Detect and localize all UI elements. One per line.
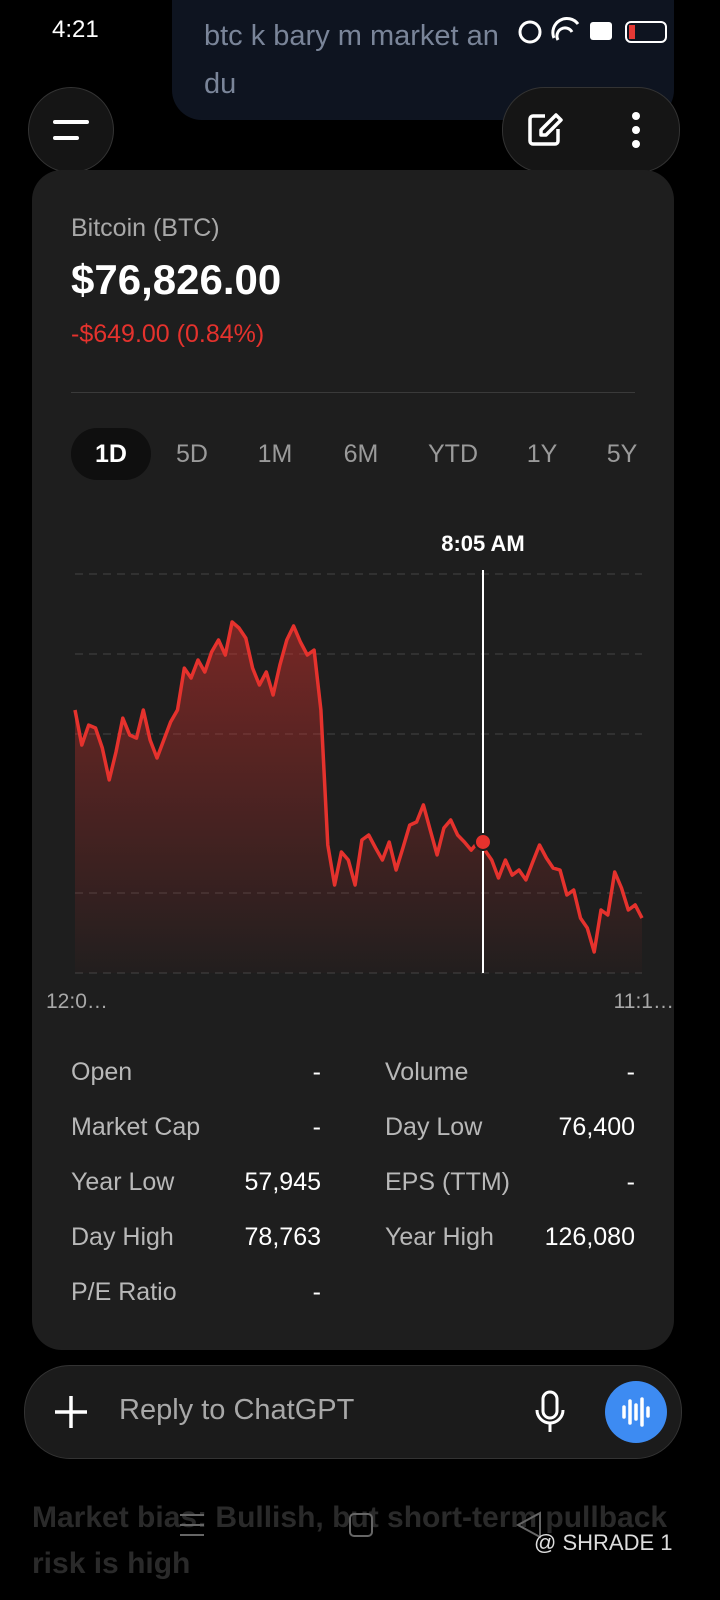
menu-icon bbox=[53, 120, 89, 140]
stat-label: P/E Ratio bbox=[71, 1278, 177, 1306]
composer: Reply to ChatGPT bbox=[24, 1365, 682, 1459]
composer-input[interactable]: Reply to ChatGPT bbox=[119, 1394, 355, 1426]
range-tab[interactable]: 1D bbox=[71, 428, 151, 480]
x-end-label: 11:1… bbox=[614, 990, 674, 1013]
x-start-label: 12:0… bbox=[46, 990, 108, 1013]
add-button[interactable] bbox=[53, 1394, 89, 1430]
range-tab[interactable]: 1M bbox=[257, 440, 293, 468]
range-tab[interactable]: 6M bbox=[343, 440, 379, 468]
message-bubble: btc k bary m market an du bbox=[172, 0, 674, 120]
range-tab[interactable]: 5Y bbox=[606, 440, 638, 468]
stat-value: - bbox=[626, 1058, 635, 1086]
asset-name: Bitcoin (BTC) bbox=[71, 214, 220, 242]
range-tab[interactable]: 1Y bbox=[526, 440, 558, 468]
message-line: btc k bary m market an bbox=[204, 20, 499, 52]
stat-value: 57,945 bbox=[244, 1168, 321, 1196]
nav-bar bbox=[180, 1511, 541, 1539]
message-line: du bbox=[204, 68, 237, 100]
message-text: btc k bary m market an du bbox=[204, 12, 499, 108]
stat-label: Year Low bbox=[71, 1168, 175, 1196]
price-chart: 8:05 AM 12:0… 11:1… bbox=[46, 531, 674, 1013]
status-icons bbox=[518, 17, 667, 44]
status-time: 4:21 bbox=[52, 16, 99, 43]
price: $76,826.00 bbox=[71, 256, 282, 303]
stat-label: Market Cap bbox=[71, 1113, 201, 1141]
crosshair-label: 8:05 AM bbox=[441, 531, 525, 556]
range-tab[interactable]: YTD bbox=[428, 440, 478, 468]
stat-value: - bbox=[312, 1113, 321, 1141]
voice-button[interactable] bbox=[605, 1381, 667, 1443]
stat-label: Day High bbox=[71, 1223, 174, 1251]
stat-value: 126,080 bbox=[544, 1223, 635, 1251]
menu-button[interactable] bbox=[28, 87, 114, 173]
stat-value: - bbox=[626, 1168, 635, 1196]
price-line bbox=[73, 620, 644, 954]
message-line: risk is high bbox=[32, 1547, 191, 1580]
range-tab[interactable]: 5D bbox=[176, 440, 208, 468]
stat-label: Day Low bbox=[385, 1113, 483, 1141]
stat-value: 76,400 bbox=[558, 1113, 635, 1141]
mic-button[interactable] bbox=[533, 1390, 567, 1436]
new-chat-button[interactable] bbox=[525, 110, 565, 150]
stat-value: - bbox=[312, 1058, 321, 1086]
stat-label: EPS (TTM) bbox=[385, 1168, 510, 1196]
more-button[interactable] bbox=[621, 110, 651, 150]
divider bbox=[71, 392, 635, 393]
stat-label: Year High bbox=[385, 1223, 494, 1251]
stat-value: - bbox=[312, 1278, 321, 1306]
crosshair-dot bbox=[474, 832, 492, 851]
watermark: @ SHRADE 1 bbox=[534, 1530, 673, 1555]
price-change: -$649.00 (0.84%) bbox=[71, 320, 265, 348]
stat-label: Volume bbox=[385, 1058, 469, 1086]
stat-value: 78,763 bbox=[244, 1223, 321, 1251]
area bbox=[75, 622, 642, 973]
stat-label: Open bbox=[71, 1058, 133, 1086]
actions-pill bbox=[502, 87, 680, 173]
